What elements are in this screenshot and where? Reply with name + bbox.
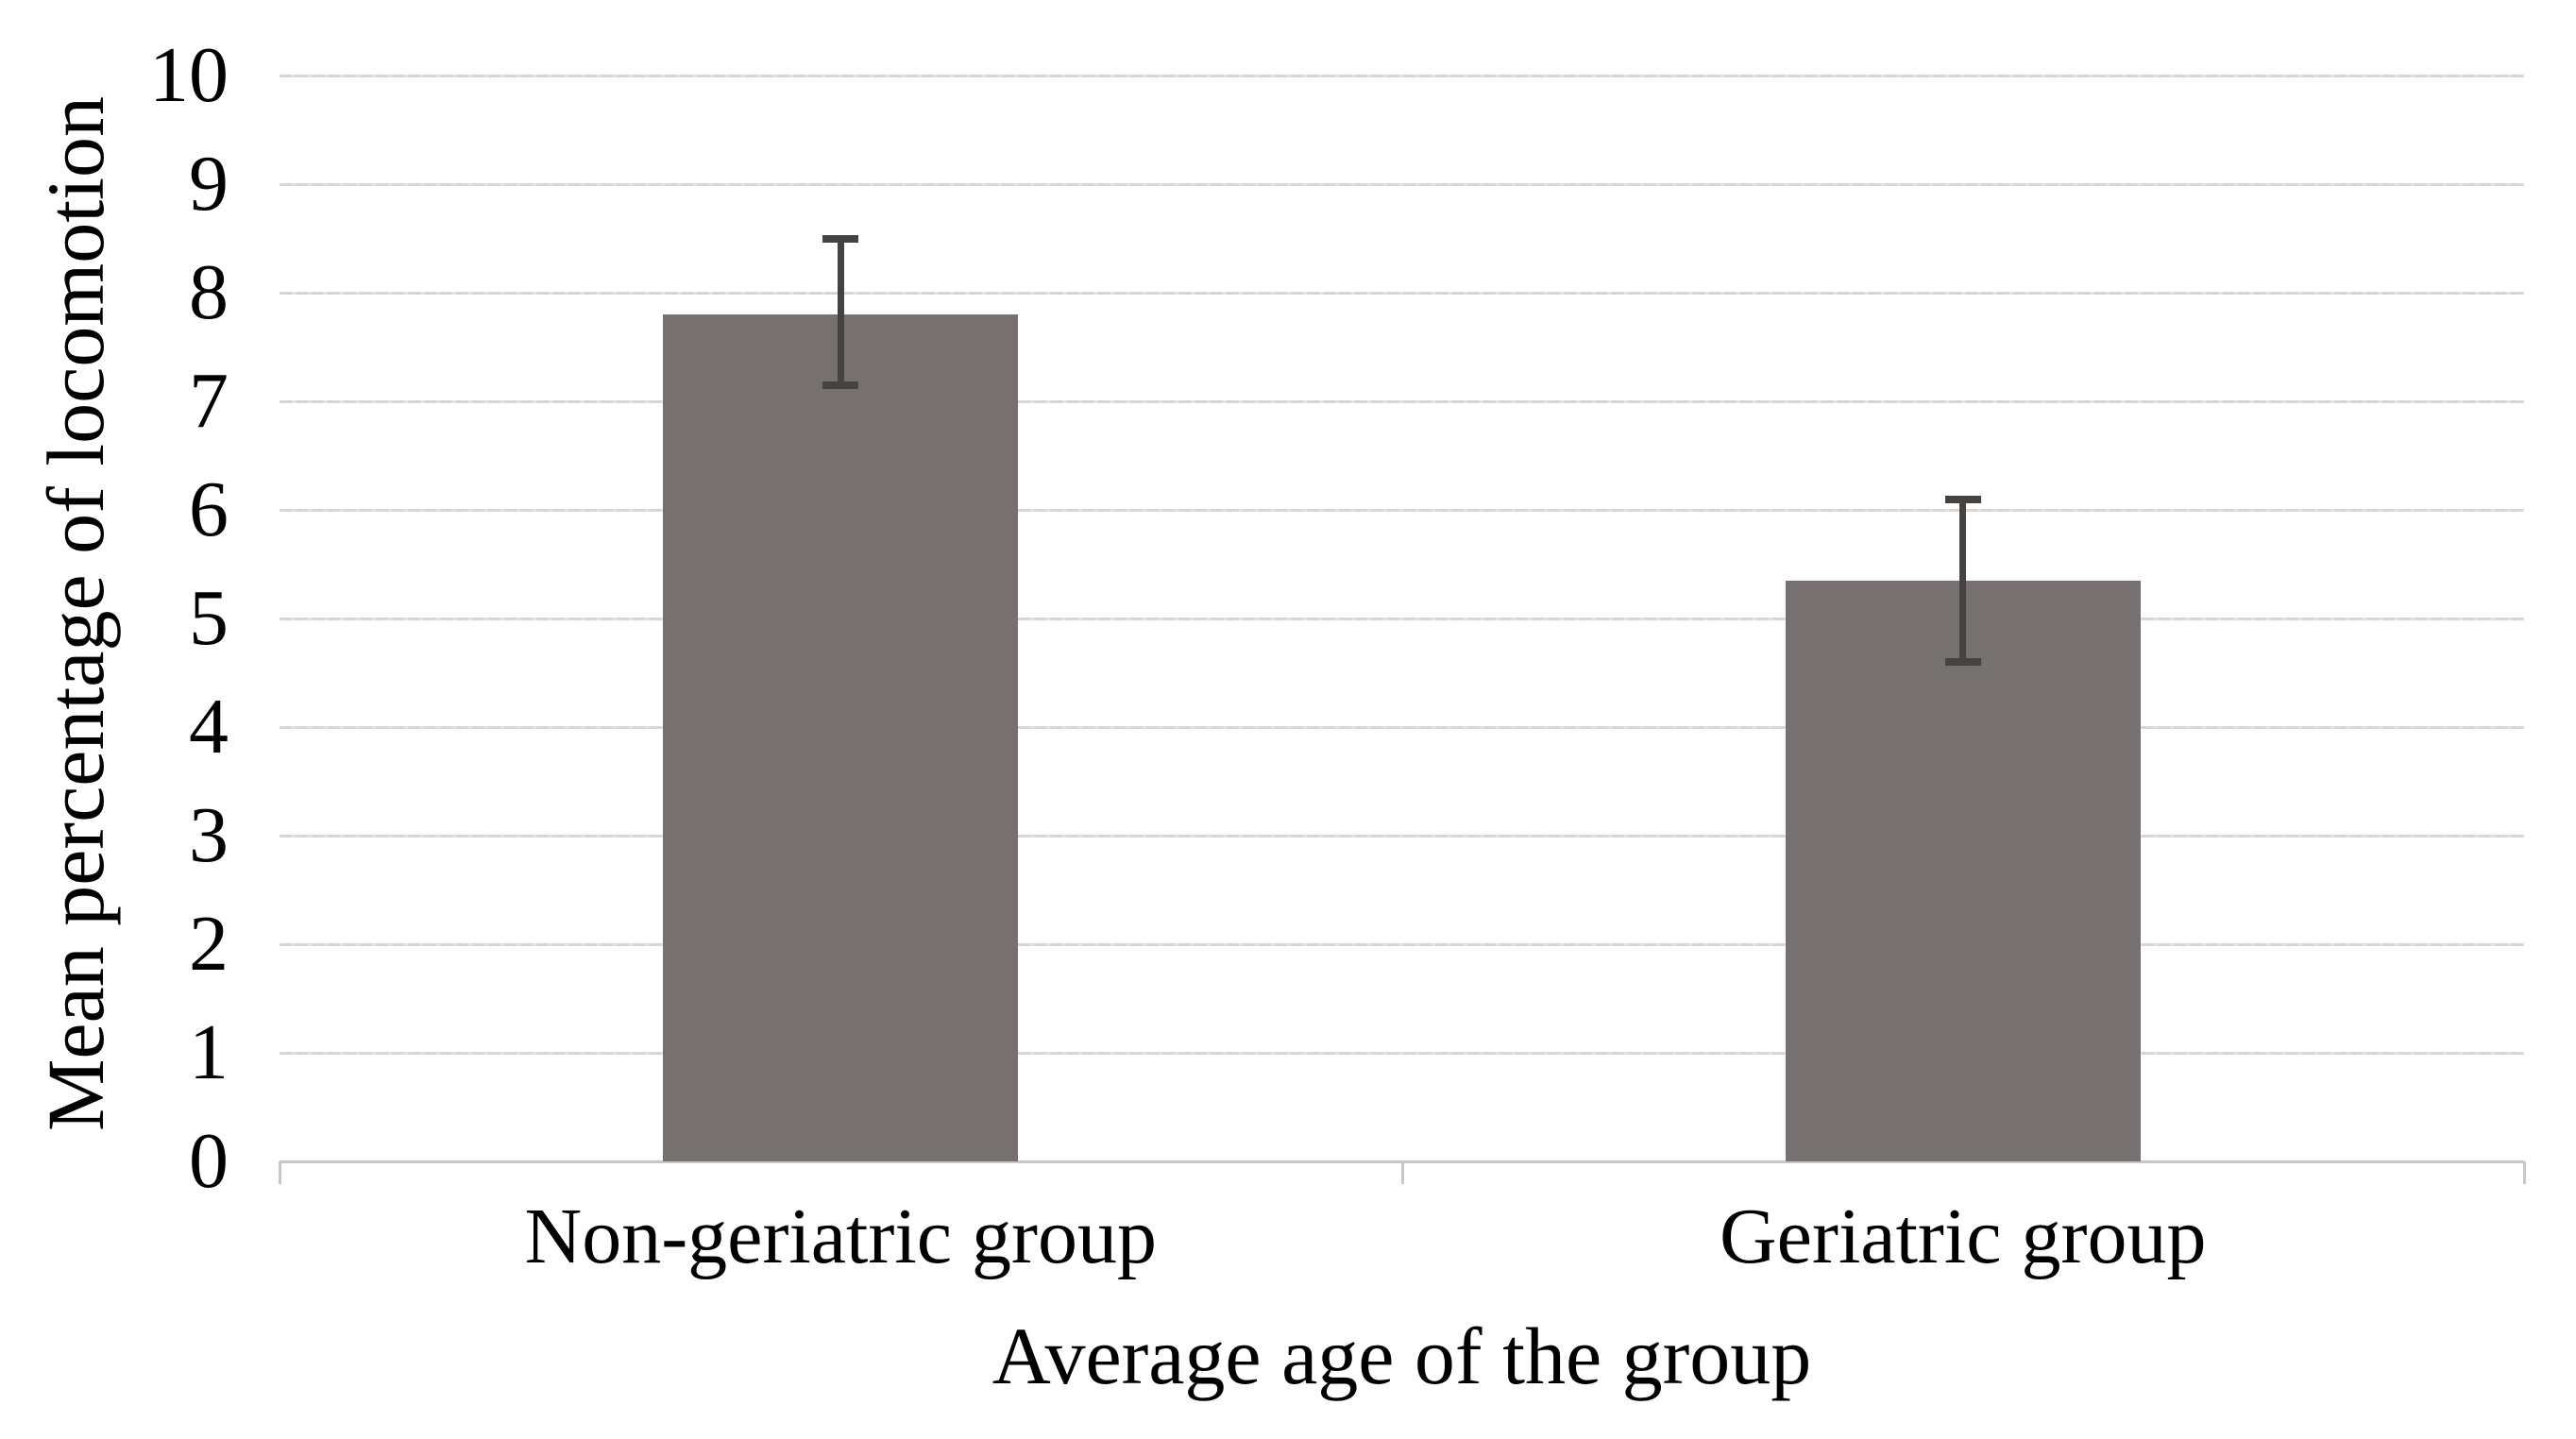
gridline	[280, 1052, 2524, 1055]
y-tick-label: 4	[189, 683, 229, 770]
gridline	[280, 618, 2524, 620]
gridline	[280, 183, 2524, 186]
y-tick-label: 7	[189, 357, 229, 445]
gridline	[280, 75, 2524, 77]
error-bar-cap-top	[1944, 495, 1981, 503]
x-axis-tick	[279, 1161, 281, 1184]
y-tick-label: 8	[189, 248, 229, 336]
y-tick-label: 6	[189, 466, 229, 553]
bar-non-geriatric-group	[663, 314, 1019, 1161]
gridline	[280, 943, 2524, 946]
error-bar-line	[837, 238, 844, 385]
y-tick-label: 0	[189, 1117, 229, 1205]
gridline	[280, 292, 2524, 295]
y-tick-label: 5	[189, 574, 229, 662]
y-tick-label: 3	[189, 791, 229, 879]
y-tick-label: 10	[149, 31, 229, 119]
bar-geriatric-group	[1785, 580, 2141, 1161]
gridline	[280, 509, 2524, 512]
error-bar-cap-bottom	[822, 381, 859, 389]
x-axis-title: Average age of the group	[991, 1311, 1812, 1401]
y-tick-label: 9	[189, 140, 229, 228]
category-label: Non-geriatric group	[524, 1193, 1157, 1280]
x-axis-tick	[2523, 1161, 2526, 1184]
y-tick-label: 2	[189, 900, 229, 988]
category-label: Geriatric group	[1720, 1193, 2207, 1280]
error-bar-line	[1959, 499, 1967, 662]
y-tick-label: 1	[189, 1008, 229, 1096]
error-bar-cap-top	[822, 234, 859, 243]
error-bar-cap-bottom	[1944, 658, 1981, 666]
x-axis-tick	[1400, 1161, 1404, 1184]
gridline	[280, 726, 2524, 729]
gridline	[280, 835, 2524, 838]
gridline	[280, 400, 2524, 403]
